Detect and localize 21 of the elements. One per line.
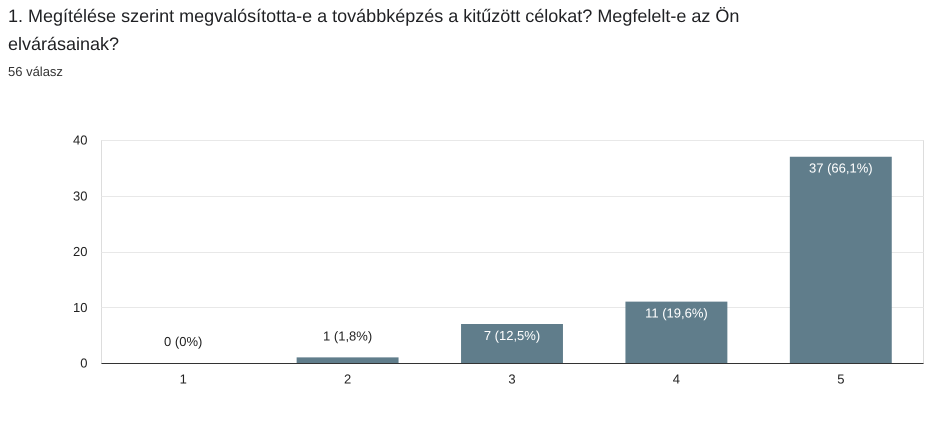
data-label: 37 (66,1%) xyxy=(809,160,873,176)
chart-title: 1. Megítélése szerint megvalósította-e a továbbképzés a kitűzött célokat? Megfelelt-e az Ön elvárásainak? xyxy=(8,6,740,54)
data-label: 7 (12,5%) xyxy=(484,328,540,343)
bar xyxy=(790,156,892,363)
y-tick-label: 40 xyxy=(73,132,88,148)
y-tick-label: 20 xyxy=(73,244,88,259)
bar xyxy=(296,357,399,363)
data-label: 1 (1,8%) xyxy=(323,328,372,344)
x-tick-label: 4 xyxy=(672,372,680,386)
x-tick-label: 1 xyxy=(180,372,187,386)
bar xyxy=(625,302,728,363)
x-tick-label: 3 xyxy=(508,372,516,386)
y-tick-label: 10 xyxy=(73,300,88,315)
data-label: 0 (0%) xyxy=(164,334,202,349)
y-tick-label: 30 xyxy=(73,188,88,204)
x-tick-label: 5 xyxy=(837,372,844,386)
bar xyxy=(461,324,563,363)
y-tick-label: 0 xyxy=(80,356,88,370)
chart-subtitle: 56 válasz xyxy=(8,64,63,79)
data-label: 11 (19,6%) xyxy=(645,306,708,321)
x-tick-label: 2 xyxy=(344,372,352,386)
